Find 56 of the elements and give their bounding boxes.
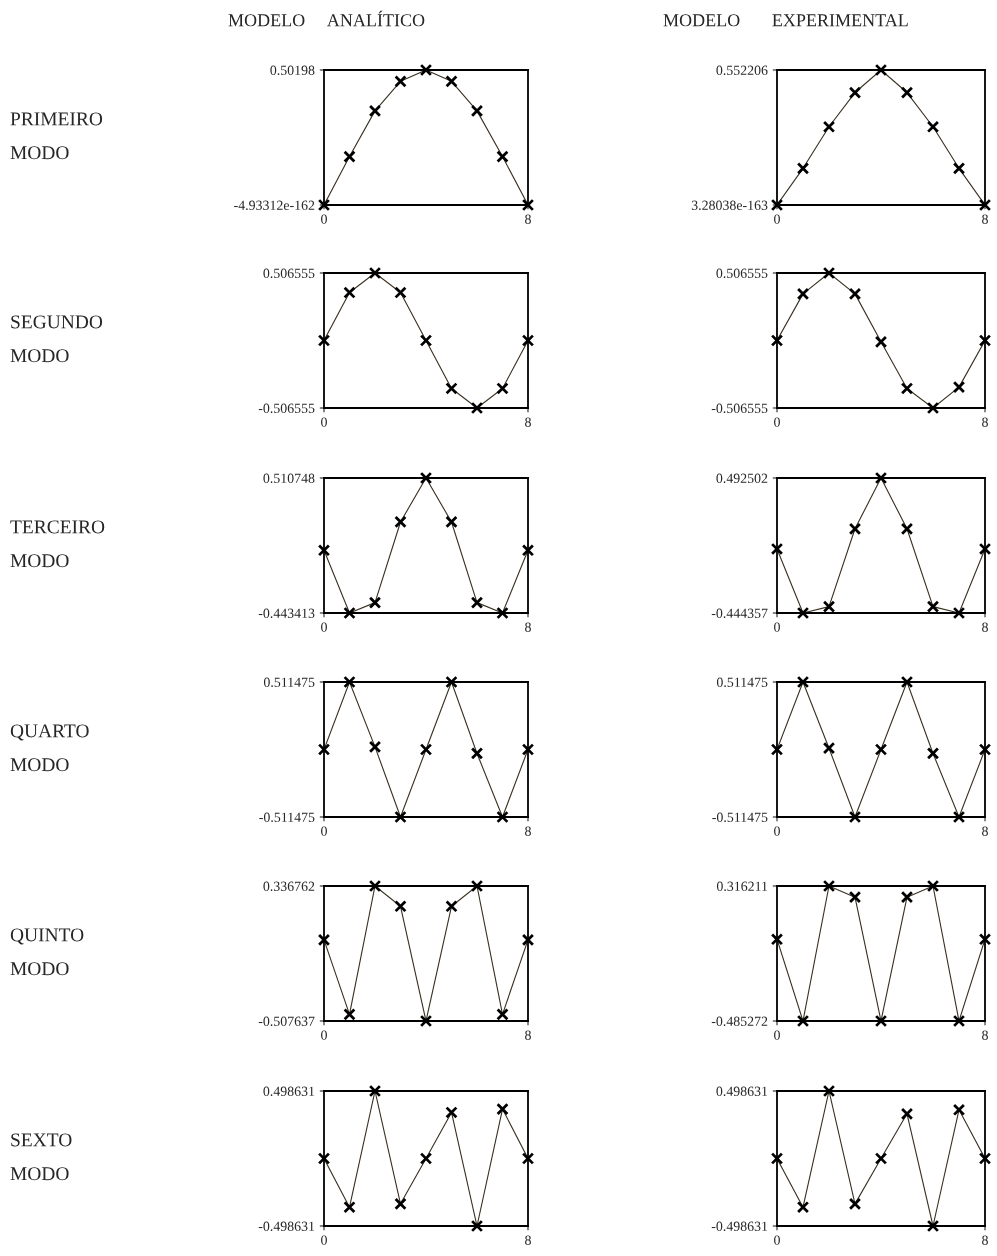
y-tick-label: -0.443413: [258, 608, 315, 619]
y-tick-label: -0.506555: [258, 403, 315, 414]
y-axis-title: TERCEIRO MODO: [10, 520, 105, 568]
x-tick-label: 0: [774, 622, 780, 632]
x-tick-label: 8: [982, 1235, 988, 1245]
y-tick-label: -0.506555: [711, 403, 768, 414]
y-tick-label: 0.50198: [270, 65, 315, 76]
x-tick-label: 8: [525, 417, 531, 427]
x-tick-label: 8: [525, 1030, 531, 1040]
x-tick-label: 0: [321, 826, 327, 836]
y-tick-label: -0.507637: [258, 1016, 315, 1027]
x-tick-label: 8: [525, 1235, 531, 1245]
y-axis-title: PRIMEIRO MODO: [10, 112, 103, 160]
x-tick-label: 0: [321, 214, 327, 224]
x-tick-label: 0: [774, 1235, 780, 1245]
y-tick-label: -4.93312e-162: [234, 200, 315, 211]
y-tick-label: -0.498631: [258, 1221, 315, 1232]
x-tick-label: 0: [321, 622, 327, 632]
x-tick-label: 0: [321, 1030, 327, 1040]
y-tick-label: 0.336762: [263, 881, 315, 892]
y-axis-title: SEXTO MODO: [10, 1133, 72, 1181]
x-tick-label: 8: [982, 1030, 988, 1040]
y-axis-title: QUINTO MODO: [10, 928, 84, 976]
y-tick-label: 0.511475: [716, 677, 768, 688]
x-tick-label: 0: [774, 1030, 780, 1040]
y-tick-label: -0.511475: [712, 812, 768, 823]
y-tick-label: -0.444357: [711, 608, 768, 619]
y-tick-label: -0.485272: [711, 1016, 768, 1027]
x-tick-label: 8: [525, 214, 531, 224]
chart-title: MODELO ANALÍTICO: [228, 10, 425, 27]
y-tick-label: 0.552206: [716, 65, 768, 76]
y-axis-title: SEGUNDO MODO: [10, 315, 103, 363]
y-tick-label: 0.510748: [263, 473, 315, 484]
chart-title: MODELO EXPERIMENTAL: [663, 14, 908, 27]
x-tick-label: 0: [321, 417, 327, 427]
x-tick-label: 8: [982, 622, 988, 632]
y-tick-label: -0.511475: [259, 812, 315, 823]
x-tick-label: 8: [982, 214, 988, 224]
y-tick-label: 0.316211: [716, 881, 768, 892]
x-tick-label: 0: [774, 826, 780, 836]
y-tick-label: 0.498631: [716, 1086, 768, 1097]
y-tick-label: 0.498631: [263, 1086, 315, 1097]
x-tick-label: 8: [982, 417, 988, 427]
y-tick-label: -0.498631: [711, 1221, 768, 1232]
y-axis-title: QUARTO MODO: [10, 724, 89, 772]
x-tick-label: 0: [774, 214, 780, 224]
x-tick-label: 8: [525, 826, 531, 836]
y-tick-label: 0.506555: [263, 268, 315, 279]
x-tick-label: 8: [982, 826, 988, 836]
y-tick-label: 0.511475: [263, 677, 315, 688]
y-tick-label: 0.492502: [716, 473, 768, 484]
y-tick-label: 0.506555: [716, 268, 768, 279]
x-tick-label: 8: [525, 622, 531, 632]
x-tick-label: 0: [321, 1235, 327, 1245]
x-tick-label: 0: [774, 417, 780, 427]
y-tick-label: 3.28038e-163: [691, 200, 768, 211]
